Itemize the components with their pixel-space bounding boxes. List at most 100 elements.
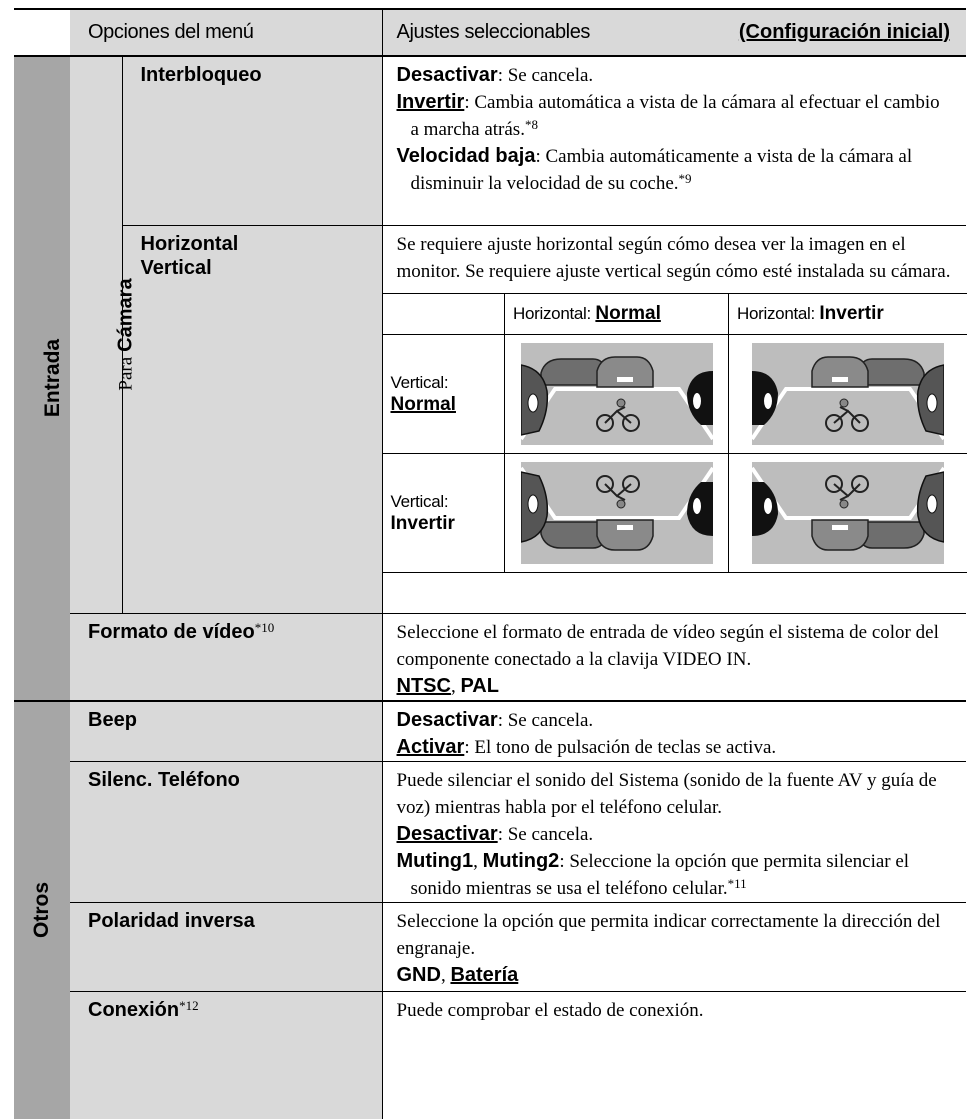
text-run: : Se cancela. xyxy=(498,824,593,845)
text-run: : Se cancela. xyxy=(498,710,593,731)
camera-view xyxy=(752,343,944,445)
text-run: Interbloqueo xyxy=(141,64,262,86)
header-menu: Opciones del menú xyxy=(70,21,254,43)
paragraph: Conexión*12 xyxy=(88,998,372,1022)
paragraph: Activar: El tono de pulsación de teclas … xyxy=(397,734,953,761)
camera-view xyxy=(752,462,944,564)
text-run: Desactivar xyxy=(397,64,498,86)
paragraph: Silenc. Teléfono xyxy=(88,768,372,792)
paragraph: GND, Batería xyxy=(397,962,953,989)
text-run: Invertir xyxy=(391,513,455,534)
text-run: Beep xyxy=(88,709,137,731)
text-run: Horizontal: xyxy=(513,304,595,323)
text-run: Seleccione la opción que permita indicar… xyxy=(397,911,941,959)
grid-image-cell xyxy=(729,453,967,572)
car-near-left-wheel xyxy=(528,394,538,412)
paragraph: Beep xyxy=(88,708,372,732)
obstacle-light xyxy=(693,498,701,514)
content-cell: Puede silenciar el sonido del Sistema (s… xyxy=(382,761,966,902)
item-cell: Interbloqueo xyxy=(122,56,382,225)
grid-image-cell xyxy=(505,453,729,572)
grid-row-header: Vertical: Invertir xyxy=(383,453,505,572)
text-run: Se requiere ajuste horizontal según cómo… xyxy=(397,234,951,282)
text-run: , xyxy=(473,851,483,872)
text-run: *12 xyxy=(179,998,199,1013)
text-run: Formato de vídeo xyxy=(88,621,255,643)
text-run: *11 xyxy=(728,876,747,891)
header-row: Opciones del menú Ajustes seleccionables… xyxy=(14,9,966,56)
item-cell: Polaridad inversa xyxy=(70,902,382,991)
rider xyxy=(617,500,625,508)
menu-row: Polaridad inversa Seleccione la opción qu… xyxy=(14,902,966,991)
content-cell: Puede comprobar el estado de conexión. xyxy=(382,991,966,1119)
paragraph: Velocidad baja: Cambia automáticamente a… xyxy=(397,143,953,197)
text-run: : Cambia automática a vista de la cámara… xyxy=(411,92,940,140)
car-near-left-wheel xyxy=(927,495,937,513)
header-settings-row: Ajustes seleccionables (Configuración in… xyxy=(383,21,967,44)
group-name: Cámara xyxy=(115,279,137,352)
text-run: Vertical xyxy=(141,257,212,279)
paragraph: Se requiere ajuste horizontal según cómo… xyxy=(397,231,953,285)
paragraph: Horizontal xyxy=(141,232,372,256)
text-run: Vertical: xyxy=(391,492,449,511)
camera-scene xyxy=(521,462,713,564)
content-cell: Se requiere ajuste horizontal según cómo… xyxy=(382,225,966,613)
camera-scene xyxy=(752,343,944,445)
group-label: ParaCámara xyxy=(115,279,138,391)
rider xyxy=(840,399,848,407)
text-run: Puede comprobar el estado de conexión. xyxy=(397,1000,704,1021)
grid-column-header: Horizontal: Normal xyxy=(505,293,729,334)
grid-image-cell xyxy=(505,334,729,453)
paragraph: Polaridad inversa xyxy=(88,909,372,933)
text-run: Batería xyxy=(450,964,518,986)
grid-column-header: Horizontal: Invertir xyxy=(729,293,967,334)
menu-table: Opciones del menú Ajustes seleccionables… xyxy=(14,8,966,1119)
text-run: *8 xyxy=(525,117,538,132)
text-run: Muting1 xyxy=(397,850,474,872)
grid-row: Vertical: Invertir xyxy=(383,453,967,572)
text-run: Normal xyxy=(391,394,456,415)
car-near-left-wheel xyxy=(528,495,538,513)
item-cell: Conexión*12 xyxy=(70,991,382,1119)
paragraph: Puede silenciar el sonido del Sistema (s… xyxy=(397,767,953,821)
car-plate xyxy=(832,525,848,530)
paragraph: Seleccione la opción que permita indicar… xyxy=(397,908,953,962)
paragraph: Vertical: xyxy=(391,372,505,394)
section-cell: Entrada xyxy=(14,56,70,701)
paragraph: Normal xyxy=(391,394,505,416)
content-cell: Seleccione el formato de entrada de víde… xyxy=(382,613,966,701)
text-run: Normal xyxy=(595,303,660,324)
text-run: Horizontal: xyxy=(737,304,819,323)
text-run: Polaridad inversa xyxy=(88,910,255,932)
grid-image-cell xyxy=(729,334,967,453)
rider xyxy=(840,500,848,508)
text-run: : El tono de pulsación de teclas se acti… xyxy=(464,737,776,758)
text-run: Muting2 xyxy=(483,850,560,872)
paragraph: Vertical xyxy=(141,256,372,280)
paragraph: NTSC, PAL xyxy=(397,673,953,700)
camera-view xyxy=(521,343,713,445)
obstacle-light xyxy=(764,498,772,514)
paragraph: Invertir: Cambia automática a vista de l… xyxy=(397,89,953,143)
text-run: *9 xyxy=(679,171,692,186)
page: {"header": {"menu": "Opciones del menú",… xyxy=(0,0,969,1083)
text-run: GND xyxy=(397,964,441,986)
car-far-center xyxy=(812,357,868,387)
camera-scene xyxy=(752,462,944,564)
content-cell: Seleccione la opción que permita indicar… xyxy=(382,902,966,991)
paragraph: Puede comprobar el estado de conexión. xyxy=(397,997,953,1024)
text-run: Invertir xyxy=(819,303,883,324)
section-label: Otros xyxy=(30,882,54,938)
menu-row: Conexión*12 Puede comprobar el estado de … xyxy=(14,991,966,1119)
text-run: Invertir xyxy=(397,91,465,113)
paragraph: Horizontal: Invertir xyxy=(737,303,967,325)
paragraph: Desactivar: Se cancela. xyxy=(397,62,953,89)
camera-view xyxy=(521,462,713,564)
content-cell: Desactivar: Se cancela.Activar: El tono … xyxy=(382,701,966,762)
grid-row-header: Vertical:Normal xyxy=(383,334,505,453)
